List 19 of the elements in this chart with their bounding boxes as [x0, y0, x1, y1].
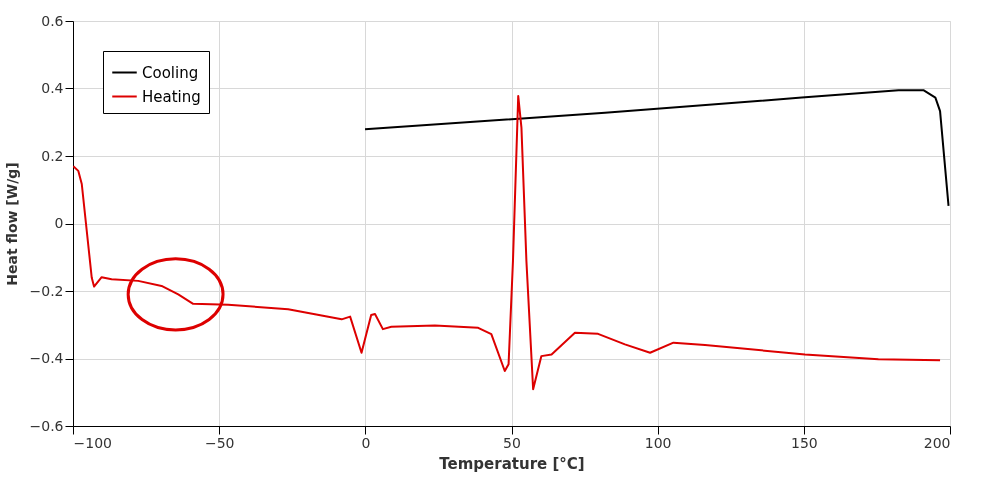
y-tick-label: 0	[54, 215, 64, 231]
x-tick-label: 100	[644, 434, 672, 451]
y-tick-label: −0.2	[29, 282, 64, 299]
legend-label: Cooling	[142, 63, 199, 82]
legend-label: Heating	[142, 87, 201, 106]
y-tick-label: −0.4	[29, 350, 64, 366]
y-tick-label: 0.4	[41, 80, 64, 96]
y-tick-label: 0.6	[41, 12, 64, 29]
x-tick-label: −100	[73, 434, 112, 451]
y-axis-title: Heat flow [W/g]	[3, 162, 20, 286]
y-tick-label: 0.2	[41, 147, 64, 164]
x-tick-label: 150	[790, 434, 818, 451]
x-tick-label: −50	[204, 434, 235, 451]
x-tick-label: 50	[503, 434, 521, 451]
x-tick-label: 0	[361, 434, 371, 451]
y-tick-label: −0.6	[29, 417, 64, 434]
x-axis-title: Temperature [°C]	[439, 454, 585, 473]
x-tick-label: 200	[923, 434, 951, 451]
line-series	[364, 89, 950, 207]
